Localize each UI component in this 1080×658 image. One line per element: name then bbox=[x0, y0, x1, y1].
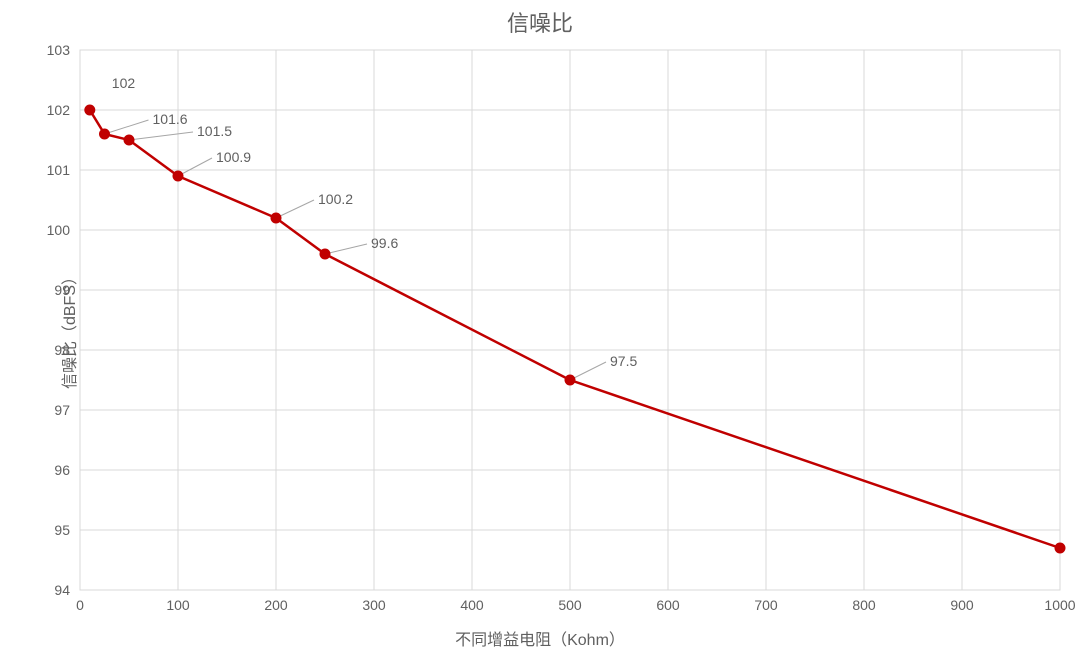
data-marker bbox=[124, 135, 134, 145]
data-label: 99.6 bbox=[371, 235, 398, 251]
x-tick-label: 600 bbox=[656, 597, 680, 613]
data-marker bbox=[320, 249, 330, 259]
data-marker bbox=[85, 105, 95, 115]
y-tick-label: 96 bbox=[54, 462, 70, 478]
chart-plot-svg: 94 95 96 97 98 99 100 101 102 103 0 100 200 300 400 500… bbox=[0, 0, 1080, 658]
x-tick-label: 1000 bbox=[1044, 597, 1075, 613]
x-tick-label: 300 bbox=[362, 597, 386, 613]
y-tick-label: 100 bbox=[47, 222, 71, 238]
y-tick-label: 103 bbox=[47, 42, 71, 58]
data-marker bbox=[100, 129, 110, 139]
data-label: 100.2 bbox=[318, 191, 353, 207]
x-tick-label: 400 bbox=[460, 597, 484, 613]
data-label: 97.5 bbox=[610, 353, 637, 369]
y-tick-label: 102 bbox=[47, 102, 71, 118]
x-tick-label: 500 bbox=[558, 597, 582, 613]
x-tick-label: 100 bbox=[166, 597, 190, 613]
data-marker bbox=[1055, 543, 1065, 553]
y-tick-label: 101 bbox=[47, 162, 71, 178]
x-tick-label: 800 bbox=[852, 597, 876, 613]
x-tick-label: 700 bbox=[754, 597, 778, 613]
data-label: 101.5 bbox=[197, 123, 232, 139]
x-tick-label: 900 bbox=[950, 597, 974, 613]
y-tick-label: 98 bbox=[54, 342, 70, 358]
y-tick-label: 95 bbox=[54, 522, 70, 538]
x-tick-label: 0 bbox=[76, 597, 84, 613]
y-tick-label: 97 bbox=[54, 402, 70, 418]
data-label: 100.9 bbox=[216, 149, 251, 165]
data-marker bbox=[271, 213, 281, 223]
y-tick-label: 99 bbox=[54, 282, 70, 298]
snr-chart: 信噪比 信噪比（dBFS） 不同增益电阻（Kohm） 9495969798991… bbox=[0, 0, 1080, 658]
y-tick-label: 94 bbox=[54, 582, 70, 598]
data-label: 101.6 bbox=[153, 111, 188, 127]
data-label: 102 bbox=[112, 75, 136, 91]
x-tick-label: 200 bbox=[264, 597, 288, 613]
data-marker bbox=[565, 375, 575, 385]
data-marker bbox=[173, 171, 183, 181]
